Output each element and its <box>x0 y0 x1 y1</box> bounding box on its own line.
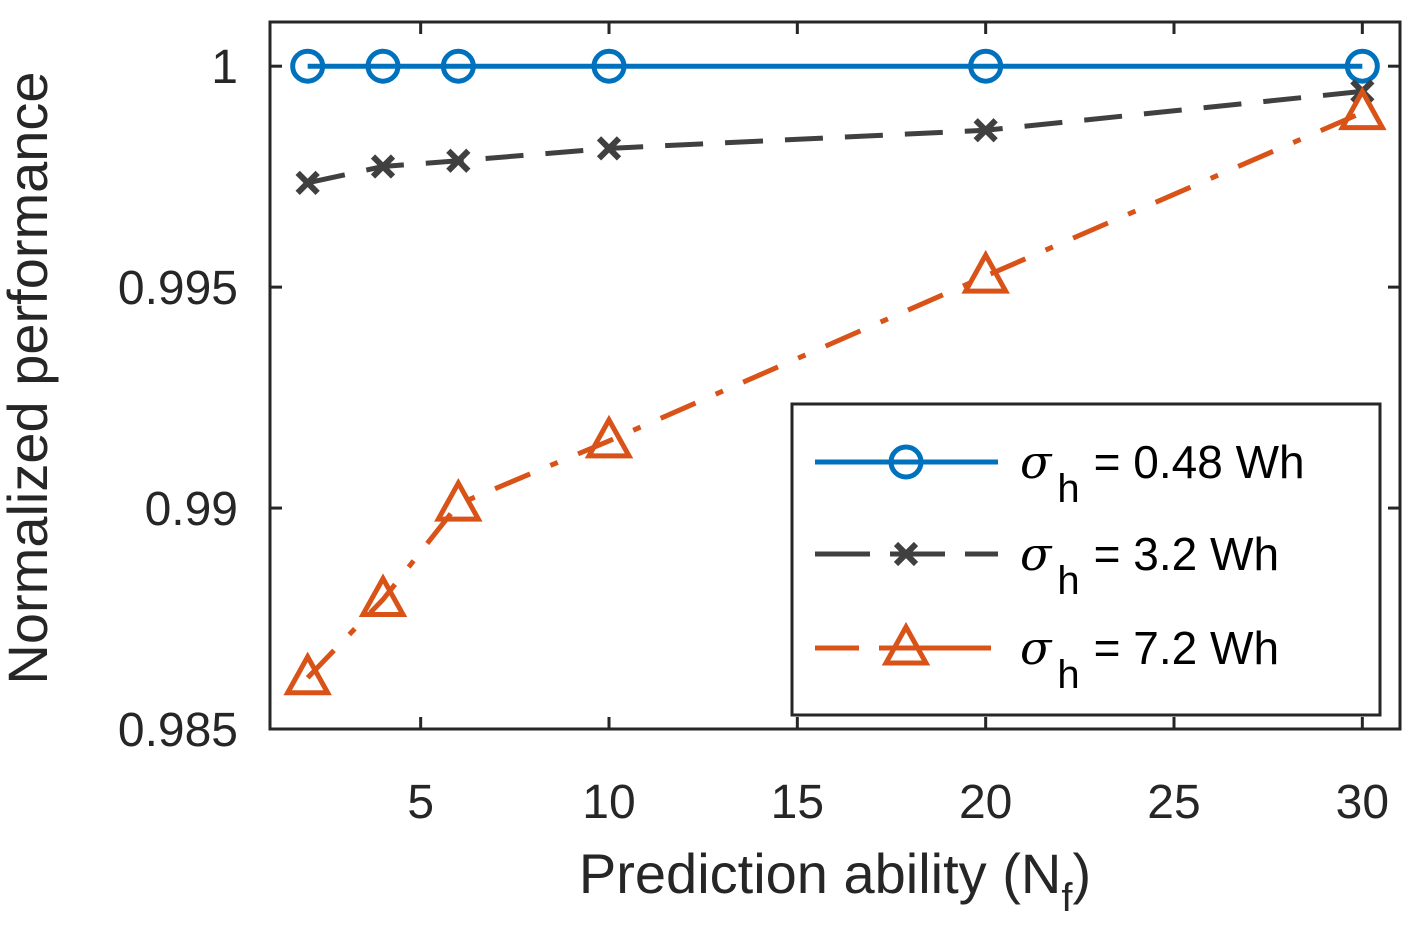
legend-value: = 0.48 Wh <box>1094 436 1305 488</box>
legend-label: σ h = 0.48 Wh <box>1020 435 1305 511</box>
x-tick-label: 20 <box>959 776 1012 829</box>
data-point <box>434 477 483 522</box>
x-tick-label: 5 <box>407 776 434 829</box>
series-2 <box>295 79 1375 195</box>
data-point <box>1344 48 1380 84</box>
legend-sigma: σ <box>1020 527 1053 581</box>
data-point <box>584 414 634 459</box>
legend-marker <box>888 444 924 480</box>
y-tick-label: 0.985 <box>118 704 238 757</box>
legend-label: σ h = 7.2 Wh <box>1020 621 1279 697</box>
x-tick-label: 10 <box>582 776 635 829</box>
legend-item: σ h = 0.48 Wh <box>815 435 1305 511</box>
legend-value: = 7.2 Wh <box>1094 622 1279 674</box>
x-tick-label: 15 <box>771 776 824 829</box>
legend-item: σ h = 7.2 Wh <box>815 621 1279 697</box>
x-tick-label: 30 <box>1336 776 1389 829</box>
data-point <box>968 48 1004 84</box>
x-axis-label-close: ) <box>1072 842 1091 905</box>
data-point <box>358 573 408 618</box>
series-1 <box>290 48 1380 84</box>
legend-sigma: σ <box>1020 435 1053 489</box>
data-point <box>973 118 998 143</box>
series-3 <box>283 86 1387 696</box>
legend-subscript: h <box>1057 559 1079 603</box>
data-point <box>440 48 476 84</box>
legend-marker <box>893 541 919 567</box>
data-point <box>596 136 622 161</box>
legend: σ h= 0.48 Whσ h= 3.2 Whσ h= 7.2 Wh <box>790 402 1382 717</box>
x-axis-label-subscript: f <box>1061 876 1073 920</box>
data-point <box>370 154 396 179</box>
axes-layer <box>268 20 1402 731</box>
data-point <box>283 651 332 696</box>
series-layer <box>283 48 1387 696</box>
x-tick-label: 25 <box>1147 776 1200 829</box>
x-axis-label-main: Prediction ability (N <box>579 842 1061 905</box>
x-axis-label: Prediction ability (Nf) <box>579 842 1091 920</box>
data-point <box>295 170 320 195</box>
data-point <box>290 48 326 84</box>
legend-item: σ h = 3.2 Wh <box>815 527 1279 603</box>
legend-sigma: σ <box>1020 621 1053 675</box>
legend-value: = 3.2 Wh <box>1094 528 1279 580</box>
y-axis: 0.985 0.99 0.995 1 <box>118 41 1400 757</box>
y-tick-label: 1 <box>211 41 238 94</box>
x-axis: 5 10 15 20 25 30 <box>407 22 1389 829</box>
series-line <box>307 88 1363 186</box>
data-point <box>591 48 627 84</box>
data-point <box>961 249 1010 294</box>
y-axis-label: Normalized performance <box>0 71 59 684</box>
data-point <box>1338 86 1387 131</box>
legend-subscript: h <box>1057 467 1079 511</box>
legend-marker <box>881 621 931 666</box>
legend-subscript: h <box>1057 653 1079 697</box>
data-point <box>446 148 471 173</box>
legend-label: σ h = 3.2 Wh <box>1020 527 1279 603</box>
data-point <box>365 48 401 84</box>
axes-box <box>268 20 1402 731</box>
y-tick-label: 0.995 <box>118 262 238 315</box>
y-tick-label: 0.99 <box>145 483 238 536</box>
